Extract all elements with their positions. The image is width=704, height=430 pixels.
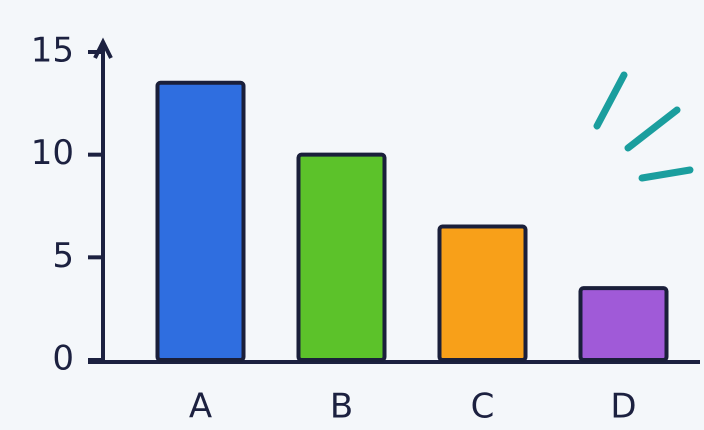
spark <box>624 106 681 152</box>
decoration <box>593 71 694 182</box>
x-tick-label: D <box>610 387 636 427</box>
x-tick-label: A <box>189 387 212 427</box>
bar <box>578 286 669 362</box>
y-tick-label: 10 <box>31 133 74 173</box>
bar <box>437 224 528 362</box>
bar <box>296 152 387 362</box>
spark <box>638 166 694 182</box>
bar <box>155 80 246 363</box>
x-tick-label: C <box>471 387 495 427</box>
y-tick-label: 5 <box>52 236 74 276</box>
y-tick-label: 0 <box>52 339 74 379</box>
y-tick-label: 15 <box>31 31 74 71</box>
spark <box>593 71 628 130</box>
x-tick-label: B <box>330 387 353 427</box>
